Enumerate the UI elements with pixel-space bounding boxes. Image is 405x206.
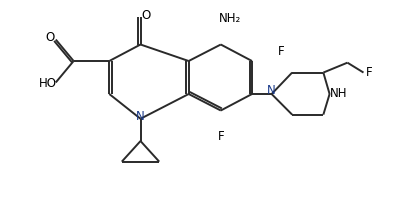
Text: N: N [267, 84, 276, 97]
Text: O: O [141, 9, 150, 22]
Text: F: F [217, 130, 224, 143]
Text: HO: HO [39, 77, 57, 90]
Text: N: N [136, 110, 145, 123]
Text: F: F [366, 66, 372, 79]
Text: NH₂: NH₂ [219, 12, 241, 25]
Text: NH: NH [330, 87, 347, 100]
Text: O: O [46, 31, 55, 44]
Text: F: F [278, 45, 284, 58]
